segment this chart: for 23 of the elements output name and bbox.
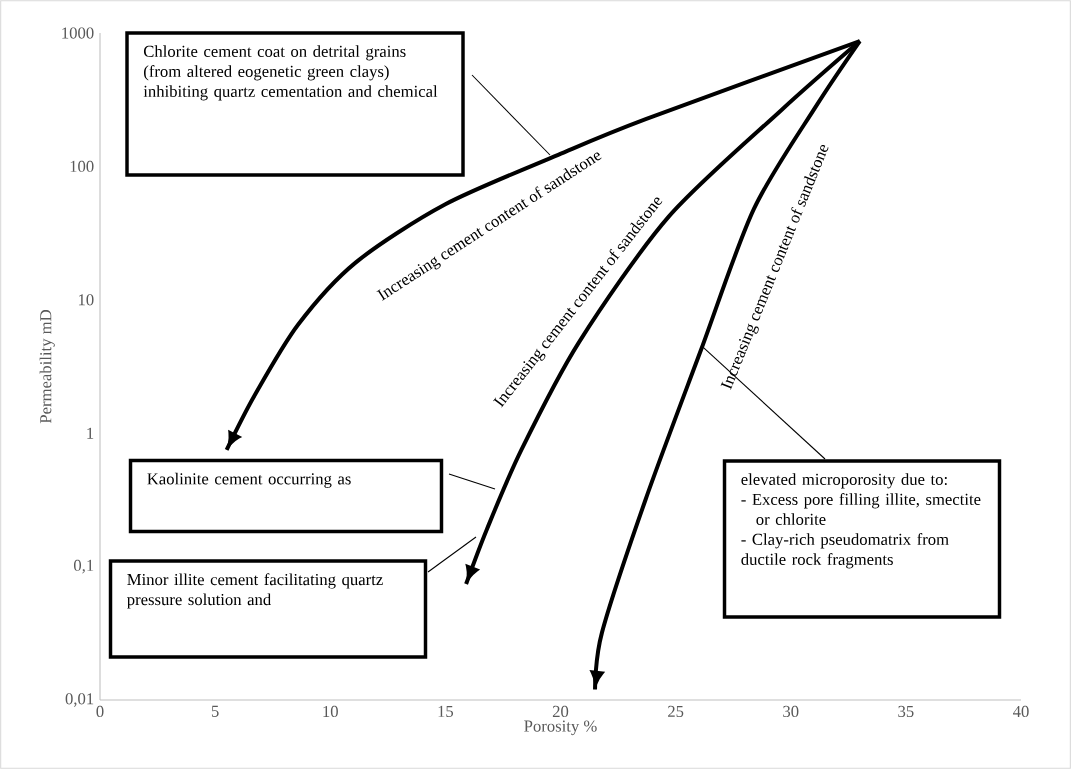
y-tick-label: 10 xyxy=(78,294,94,306)
x-tick-label: 25 xyxy=(668,705,684,718)
y-tick-label: 100 xyxy=(70,160,94,173)
annotation: elevated microporosity due to: xyxy=(741,473,947,489)
x-tick-label: 35 xyxy=(898,705,914,718)
y-axis-title: Permeability mD xyxy=(39,309,55,424)
x-tick-label: 15 xyxy=(438,705,454,717)
y-tick-label: 0,01 xyxy=(65,693,94,707)
annotation: - Excess pore filling illite, smectite or chlorite xyxy=(741,493,981,525)
annotation: Chlorite cement coat on detrital grains (from altered eogenetic green clays) inhibiting quartz cementation and chemical xyxy=(143,45,438,101)
y-tick-label: 1000 xyxy=(62,27,94,39)
x-tick-label: 40 xyxy=(1013,705,1029,718)
annotation: Minor illite cement facilitating quartz pressure solution and xyxy=(127,573,383,609)
x-tick-label: 5 xyxy=(211,705,219,717)
y-tick-label: 0,1 xyxy=(73,559,94,574)
x-axis-title: Porosity % xyxy=(524,720,597,736)
x-tick-label: 20 xyxy=(552,705,569,718)
annotation: Kaolinite cement occurring as xyxy=(147,472,351,488)
x-tick-label: 30 xyxy=(783,705,799,718)
x-tick-label: 0 xyxy=(96,705,104,718)
y-tick-label: 1 xyxy=(87,427,94,439)
x-tick-label: 10 xyxy=(323,705,338,718)
annotation: - Clay-rich pseudomatrix from ductile rock fragments xyxy=(741,533,949,569)
